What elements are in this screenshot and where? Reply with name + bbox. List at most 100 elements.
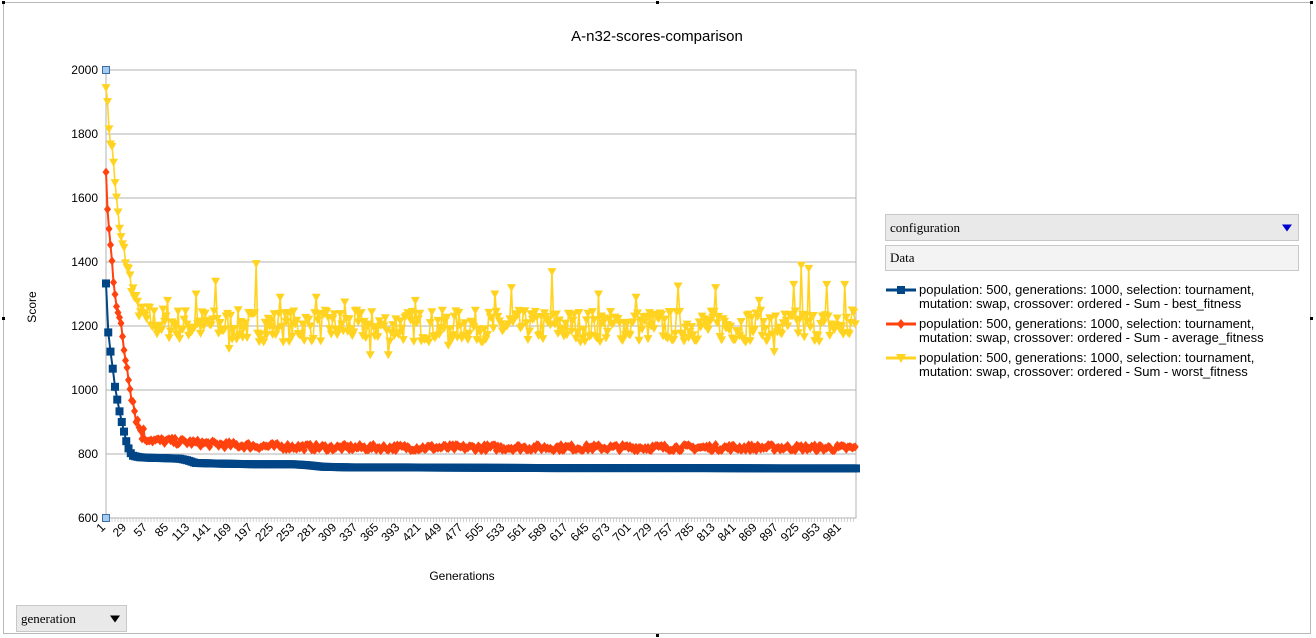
data-point bbox=[367, 308, 377, 317]
data-point bbox=[120, 427, 129, 436]
data-point bbox=[578, 325, 588, 334]
chevron-down-icon[interactable] bbox=[110, 615, 120, 622]
data-point bbox=[266, 316, 276, 325]
data-point bbox=[708, 313, 718, 322]
data-point bbox=[122, 355, 130, 365]
x-tick-label: 393 bbox=[378, 520, 402, 544]
data-point bbox=[383, 351, 393, 360]
x-tick-label: 169 bbox=[210, 520, 234, 544]
legend-item-worst-fitness: population: 500, generations: 1000, sele… bbox=[886, 351, 1306, 385]
data-point bbox=[166, 327, 176, 336]
data-point bbox=[490, 290, 500, 299]
data-point bbox=[789, 280, 799, 289]
x-tick-label: 197 bbox=[231, 520, 255, 544]
data-point bbox=[769, 348, 779, 357]
axis-handle[interactable] bbox=[102, 514, 110, 522]
data-point bbox=[454, 308, 464, 317]
data-point bbox=[670, 330, 680, 339]
data-point bbox=[568, 316, 578, 325]
data-point bbox=[593, 290, 603, 299]
data-point bbox=[112, 193, 122, 202]
x-tick-label: 869 bbox=[736, 520, 760, 544]
data-point bbox=[380, 314, 390, 323]
data-field[interactable]: Data bbox=[885, 245, 1299, 271]
data-point bbox=[111, 289, 119, 299]
data-point bbox=[523, 335, 533, 344]
generation-dropdown[interactable]: generation bbox=[16, 605, 127, 632]
series-1 bbox=[102, 167, 859, 456]
data-point bbox=[851, 442, 859, 452]
data-point bbox=[822, 280, 832, 289]
data-point bbox=[194, 317, 204, 326]
data-point bbox=[530, 307, 540, 316]
data-point bbox=[557, 325, 567, 334]
data-point bbox=[823, 312, 833, 321]
selection-handle[interactable] bbox=[1310, 1, 1313, 4]
data-point bbox=[730, 335, 740, 344]
data-point bbox=[503, 320, 513, 329]
data-point bbox=[595, 337, 605, 346]
configuration-dropdown[interactable]: configuration bbox=[885, 214, 1299, 241]
data-point bbox=[200, 309, 210, 318]
legend: population: 500, generations: 1000, sele… bbox=[886, 283, 1306, 385]
y-tick-label: 800 bbox=[78, 447, 98, 461]
axis-handle[interactable] bbox=[102, 66, 110, 74]
data-point bbox=[551, 310, 561, 319]
data-point bbox=[603, 327, 613, 336]
data-point bbox=[107, 240, 115, 250]
data-point bbox=[274, 309, 284, 318]
data-point bbox=[229, 325, 239, 334]
data-point bbox=[475, 328, 485, 337]
x-tick-label: 785 bbox=[673, 520, 697, 544]
data-point bbox=[574, 309, 584, 318]
data-point bbox=[373, 333, 383, 342]
data-point bbox=[106, 347, 115, 356]
data-point bbox=[388, 321, 398, 330]
selection-handle[interactable] bbox=[1310, 317, 1313, 320]
data-point bbox=[524, 327, 534, 336]
data-point bbox=[140, 424, 148, 434]
x-tick-label: 897 bbox=[757, 520, 781, 544]
data-point bbox=[613, 315, 623, 324]
selection-handle[interactable] bbox=[2, 1, 5, 4]
data-point bbox=[340, 298, 350, 307]
data-point bbox=[538, 335, 548, 344]
x-tick-label: 757 bbox=[652, 520, 676, 544]
data-point bbox=[604, 315, 614, 324]
y-tick-label: 1000 bbox=[71, 383, 98, 397]
data-handles bbox=[102, 66, 110, 522]
data-point bbox=[305, 322, 315, 331]
selection-handle[interactable] bbox=[656, 634, 659, 637]
data-point bbox=[113, 395, 122, 404]
data-point bbox=[777, 330, 787, 339]
data-point bbox=[445, 325, 455, 334]
data-point bbox=[841, 313, 851, 322]
data-point bbox=[137, 303, 147, 312]
data-point bbox=[756, 306, 766, 315]
data-point bbox=[116, 233, 126, 242]
data-point bbox=[625, 331, 635, 340]
data-point bbox=[115, 407, 124, 416]
data-point bbox=[446, 336, 456, 345]
data-point bbox=[111, 382, 120, 391]
x-axis-label: Generations bbox=[429, 569, 494, 583]
data-point bbox=[493, 312, 503, 321]
data-point bbox=[344, 315, 354, 324]
chevron-down-icon[interactable] bbox=[1282, 224, 1292, 231]
data-point bbox=[299, 336, 309, 345]
data-point bbox=[669, 336, 679, 345]
selection-handle[interactable] bbox=[2, 317, 5, 320]
data-point bbox=[804, 264, 814, 273]
x-tick-label: 29 bbox=[110, 520, 130, 540]
selection-handle[interactable] bbox=[656, 1, 659, 4]
data-point bbox=[391, 315, 401, 324]
x-tick-label: 729 bbox=[631, 520, 655, 544]
data-point bbox=[439, 324, 449, 333]
y-tick-label: 1200 bbox=[71, 319, 98, 333]
data-point bbox=[472, 336, 482, 345]
data-point bbox=[897, 286, 905, 294]
data-point bbox=[251, 260, 261, 269]
data-point bbox=[787, 312, 797, 321]
data-point bbox=[795, 315, 805, 324]
